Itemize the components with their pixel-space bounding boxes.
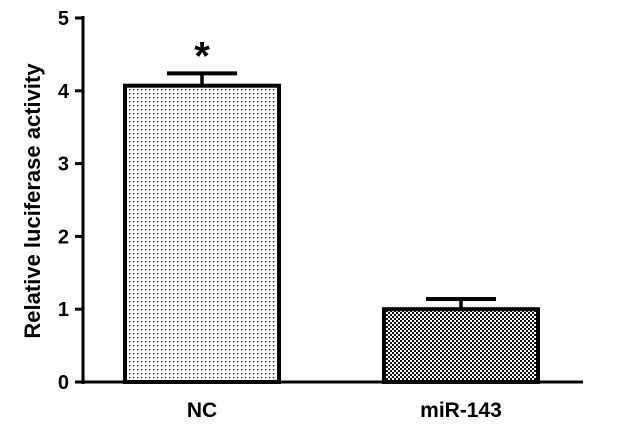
y-tick-label: 5 [58, 8, 69, 30]
significance-asterisk: * [194, 34, 210, 78]
y-tick-label: 1 [58, 299, 69, 321]
bars: * [123, 34, 540, 385]
y-tick-label: 2 [58, 226, 69, 248]
bar-nc [123, 83, 281, 384]
x-category-label: NC [187, 399, 217, 422]
x-category-label: miR-143 [420, 399, 502, 422]
y-tick-label: 4 [58, 81, 70, 103]
bar-mir-143 [382, 307, 540, 385]
y-ticks: 0 1 2 3 4 5 [58, 8, 83, 394]
y-tick-label: 3 [58, 154, 69, 176]
y-axis-title: Relative luciferase activity [20, 63, 45, 339]
category-labels: NC miR-143 [187, 399, 502, 422]
y-tick-label: 0 [58, 372, 69, 394]
